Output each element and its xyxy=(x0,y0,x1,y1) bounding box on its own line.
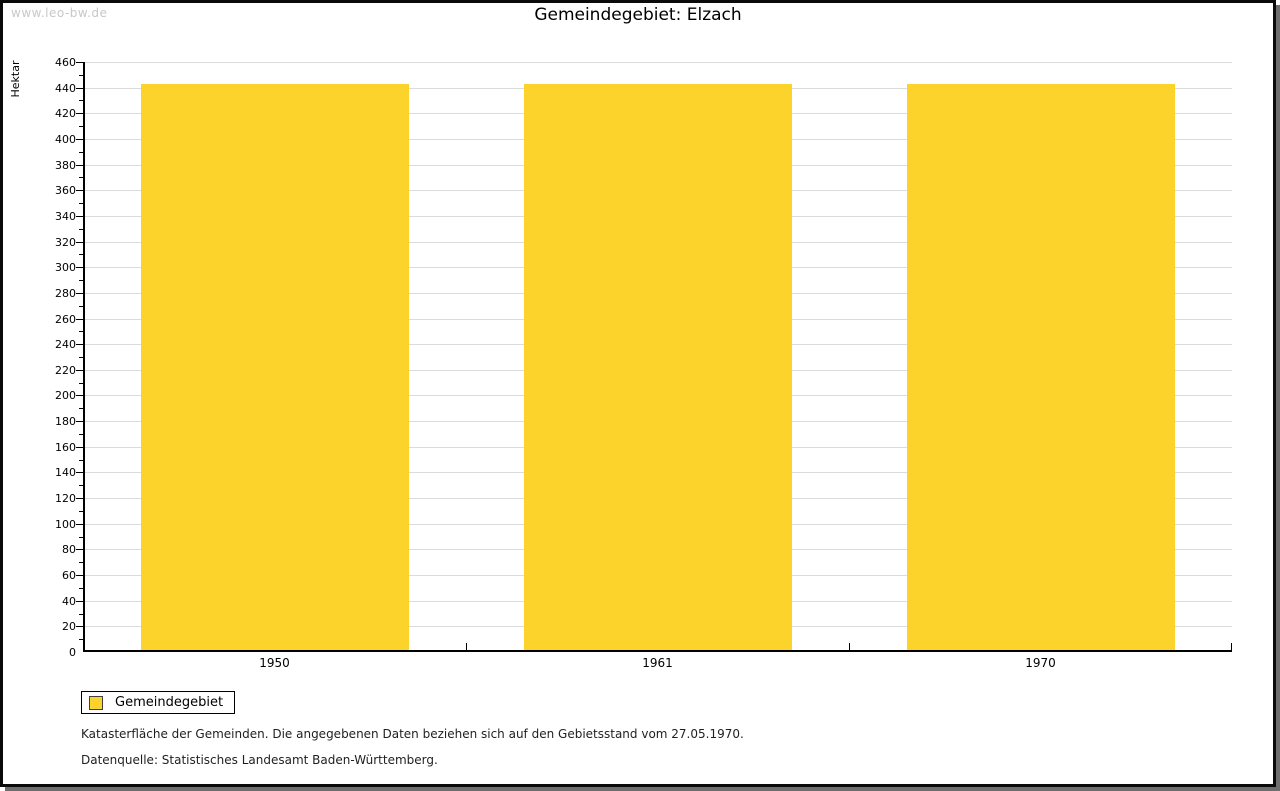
y-axis-tick-label: 420 xyxy=(55,107,76,120)
y-axis-tick-label: 0 xyxy=(69,646,76,659)
y-axis-minor-tick xyxy=(79,562,83,563)
y-axis-tick-label: 60 xyxy=(62,569,76,582)
y-axis-minor-tick xyxy=(79,126,83,127)
y-axis-major-tick xyxy=(76,319,83,320)
y-axis-tick-label: 400 xyxy=(55,133,76,146)
y-axis-minor-tick xyxy=(79,434,83,435)
y-axis-minor-tick xyxy=(79,485,83,486)
y-axis-minor-tick xyxy=(79,588,83,589)
y-axis-minor-tick xyxy=(79,306,83,307)
y-axis-minor-tick xyxy=(79,152,83,153)
y-axis-tick-label: 140 xyxy=(55,466,76,479)
y-axis-major-tick xyxy=(76,216,83,217)
y-axis-major-tick xyxy=(76,601,83,602)
y-axis-tick-label: 40 xyxy=(62,595,76,608)
footnote-source-note: Katasterfläche der Gemeinden. Die angege… xyxy=(81,727,744,741)
y-axis-tick-label: 460 xyxy=(55,56,76,69)
y-axis-tick-label: 220 xyxy=(55,364,76,377)
x-axis-boundary-tick xyxy=(466,643,467,650)
plot-area: 0 20 40 60 80 100 120 140 160 180 200 220 240 260 280 3… xyxy=(55,56,1232,670)
y-axis-major-tick xyxy=(76,165,83,166)
y-axis-minor-tick xyxy=(79,460,83,461)
y-axis-minor-tick xyxy=(79,639,83,640)
y-axis-minor-tick xyxy=(79,614,83,615)
y-axis-minor-tick xyxy=(79,75,83,76)
y-axis-tick-label: 180 xyxy=(55,415,76,428)
y-axis-major-tick xyxy=(76,575,83,576)
y-axis-tick-label: 20 xyxy=(62,620,76,633)
y-axis-title: Hektar xyxy=(9,60,22,98)
gridline xyxy=(83,62,1232,63)
y-axis-tick-label: 300 xyxy=(55,261,76,274)
x-axis-tick-label: 1970 xyxy=(1025,656,1056,670)
footnote-data-source: Datenquelle: Statistisches Landesamt Bad… xyxy=(81,753,438,767)
y-axis-minor-tick xyxy=(79,383,83,384)
legend-label: Gemeindegebiet xyxy=(115,695,224,710)
y-axis-major-tick xyxy=(76,447,83,448)
y-axis-major-tick xyxy=(76,498,83,499)
y-axis-line xyxy=(83,62,85,652)
y-axis-major-tick xyxy=(76,472,83,473)
legend-swatch-icon xyxy=(89,695,103,710)
y-axis-tick-label: 360 xyxy=(55,184,76,197)
y-axis-tick-label: 260 xyxy=(55,313,76,326)
chart-title: Gemeindegebiet: Elzach xyxy=(534,5,742,25)
x-axis-boundary-tick xyxy=(849,643,850,650)
y-axis-tick-label: 240 xyxy=(55,338,76,351)
bar xyxy=(907,84,1175,650)
y-axis-major-tick xyxy=(76,190,83,191)
y-axis-minor-tick xyxy=(79,331,83,332)
y-axis-tick-label: 120 xyxy=(55,492,76,505)
x-axis-tick-label: 1950 xyxy=(259,656,290,670)
y-axis-tick-label: 380 xyxy=(55,159,76,172)
y-axis-minor-tick xyxy=(79,357,83,358)
y-axis-major-tick xyxy=(76,139,83,140)
y-axis-minor-tick xyxy=(79,100,83,101)
y-axis-minor-tick xyxy=(79,254,83,255)
y-axis-major-tick xyxy=(76,395,83,396)
y-axis-major-tick xyxy=(76,62,83,63)
y-axis-major-tick xyxy=(76,626,83,627)
y-axis-major-tick xyxy=(76,370,83,371)
y-axis-minor-tick xyxy=(79,408,83,409)
x-axis-line xyxy=(83,650,1232,652)
y-axis-major-tick xyxy=(76,267,83,268)
legend: Gemeindegebiet xyxy=(81,691,235,714)
y-axis-major-tick xyxy=(76,113,83,114)
y-axis-minor-tick xyxy=(79,511,83,512)
y-axis-major-tick xyxy=(76,421,83,422)
y-axis-major-tick xyxy=(76,344,83,345)
y-axis-minor-tick xyxy=(79,537,83,538)
y-axis-tick-label: 440 xyxy=(55,82,76,95)
y-axis-minor-tick xyxy=(79,203,83,204)
y-axis-minor-tick xyxy=(79,229,83,230)
y-axis-tick-label: 200 xyxy=(55,389,76,402)
y-axis-major-tick xyxy=(76,88,83,89)
y-axis-tick-label: 320 xyxy=(55,236,76,249)
x-axis-end-tick xyxy=(1231,643,1232,650)
y-axis-tick-label: 160 xyxy=(55,441,76,454)
y-axis-tick-label: 280 xyxy=(55,287,76,300)
y-axis-minor-tick xyxy=(79,177,83,178)
bar xyxy=(524,84,792,650)
y-axis-tick-label: 340 xyxy=(55,210,76,223)
y-axis-major-tick xyxy=(76,242,83,243)
y-axis-major-tick xyxy=(76,524,83,525)
x-axis-tick-label: 1961 xyxy=(642,656,673,670)
bar xyxy=(141,84,409,650)
y-axis-major-tick xyxy=(76,549,83,550)
y-axis-tick-label: 100 xyxy=(55,518,76,531)
y-axis-minor-tick xyxy=(79,280,83,281)
y-axis-major-tick xyxy=(76,293,83,294)
watermark: www.leo-bw.de xyxy=(11,6,108,20)
y-axis-tick-label: 80 xyxy=(62,543,76,556)
